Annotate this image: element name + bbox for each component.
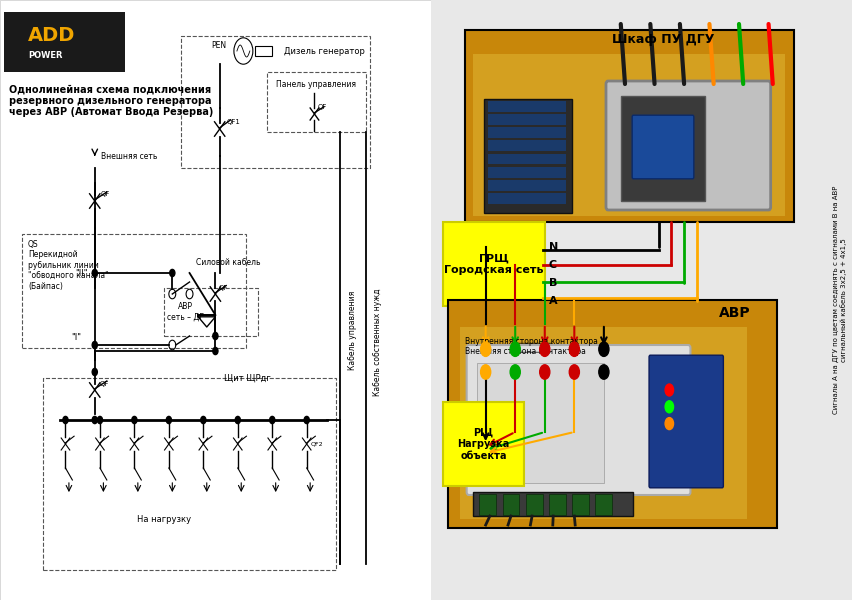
Text: На нагрузку: На нагрузку	[136, 515, 191, 524]
Text: АВР: АВР	[718, 306, 750, 320]
Text: QS
Перекидной
рубильник линии
"обводного канала"
(Байпас): QS Перекидной рубильник линии "обводного…	[28, 240, 108, 290]
Circle shape	[212, 332, 218, 340]
FancyBboxPatch shape	[466, 345, 689, 495]
Text: "I": "I"	[71, 332, 81, 341]
Circle shape	[665, 401, 673, 413]
FancyBboxPatch shape	[476, 363, 603, 483]
Text: PEN: PEN	[210, 40, 226, 49]
Circle shape	[92, 269, 97, 277]
Text: Внешняя сеть: Внешняя сеть	[101, 152, 158, 161]
Text: "II": "II"	[75, 269, 88, 277]
Text: QF: QF	[101, 191, 110, 197]
Text: ADD: ADD	[28, 26, 75, 45]
Text: Внешняя сторона контактора: Внешняя сторона контактора	[464, 346, 584, 355]
Circle shape	[269, 416, 274, 424]
Circle shape	[166, 416, 171, 424]
FancyBboxPatch shape	[487, 154, 565, 164]
FancyBboxPatch shape	[487, 167, 565, 178]
FancyBboxPatch shape	[479, 494, 496, 515]
FancyBboxPatch shape	[620, 96, 705, 201]
FancyBboxPatch shape	[487, 140, 565, 151]
Text: B: B	[549, 278, 556, 288]
Text: РЩ
Нагрузка
объекта: РЩ Нагрузка объекта	[457, 427, 509, 461]
FancyBboxPatch shape	[443, 402, 523, 486]
FancyBboxPatch shape	[549, 494, 565, 515]
Circle shape	[92, 368, 97, 376]
Circle shape	[92, 416, 97, 424]
Circle shape	[304, 416, 309, 424]
Text: Внутренняя сторона контактора: Внутренняя сторона контактора	[464, 337, 596, 346]
Circle shape	[92, 341, 97, 349]
Circle shape	[235, 416, 240, 424]
Circle shape	[598, 365, 608, 379]
Text: QF: QF	[219, 285, 228, 291]
FancyBboxPatch shape	[605, 81, 769, 210]
FancyBboxPatch shape	[525, 494, 542, 515]
FancyBboxPatch shape	[487, 193, 565, 204]
Text: Панель управления: Панель управления	[275, 80, 355, 89]
Circle shape	[132, 416, 137, 424]
FancyBboxPatch shape	[4, 12, 124, 72]
Text: АВР
сеть – ДГ: АВР сеть – ДГ	[166, 302, 204, 322]
Text: N: N	[549, 242, 557, 252]
Circle shape	[97, 416, 102, 424]
FancyBboxPatch shape	[487, 114, 565, 125]
Text: QF: QF	[100, 382, 109, 388]
Circle shape	[170, 269, 175, 277]
Circle shape	[539, 342, 550, 356]
Circle shape	[509, 365, 520, 379]
FancyBboxPatch shape	[595, 494, 612, 515]
Circle shape	[480, 342, 490, 356]
Text: Сигналы А на ДГУ по цветам соединять с сигналами В на АВР
сигнальный кабель 3х2,: Сигналы А на ДГУ по цветам соединять с с…	[832, 186, 846, 414]
FancyBboxPatch shape	[487, 127, 565, 138]
Circle shape	[598, 342, 608, 356]
FancyBboxPatch shape	[472, 492, 633, 516]
Circle shape	[200, 416, 205, 424]
FancyBboxPatch shape	[464, 30, 793, 222]
FancyBboxPatch shape	[487, 180, 565, 191]
Text: POWER: POWER	[28, 51, 62, 60]
Text: Кабель собственных нужд: Кабель собственных нужд	[372, 288, 381, 396]
Circle shape	[212, 347, 218, 355]
Circle shape	[480, 365, 490, 379]
Text: Шкаф ПУ ДГУ: Шкаф ПУ ДГУ	[611, 32, 713, 46]
Circle shape	[539, 365, 550, 379]
Circle shape	[568, 342, 579, 356]
Circle shape	[665, 384, 673, 396]
FancyBboxPatch shape	[443, 222, 544, 306]
FancyBboxPatch shape	[572, 494, 589, 515]
Text: QF: QF	[318, 104, 327, 110]
FancyBboxPatch shape	[447, 300, 776, 528]
Text: ГРЩ
Городская сеть: ГРЩ Городская сеть	[444, 253, 544, 275]
Text: Дизель генератор: Дизель генератор	[284, 46, 365, 55]
Bar	[255, 46, 272, 56]
Circle shape	[665, 418, 673, 430]
FancyBboxPatch shape	[631, 115, 693, 179]
Circle shape	[568, 365, 579, 379]
FancyBboxPatch shape	[502, 494, 519, 515]
Text: A: A	[549, 296, 557, 306]
Text: Однолинейная схема подключения
резервного дизельного генератора
через АВР (Автом: Однолинейная схема подключения резервног…	[9, 84, 213, 117]
Circle shape	[63, 416, 68, 424]
FancyBboxPatch shape	[472, 54, 785, 216]
Text: Щит ЩРдг: Щит ЩРдг	[224, 374, 270, 383]
Text: Силовой кабель: Силовой кабель	[196, 258, 260, 267]
FancyBboxPatch shape	[487, 101, 565, 112]
FancyBboxPatch shape	[483, 99, 572, 213]
Text: QF2: QF2	[311, 441, 323, 446]
Circle shape	[509, 342, 520, 356]
Text: Кабель управления: Кабель управления	[348, 290, 357, 370]
Text: C: C	[549, 260, 556, 270]
FancyBboxPatch shape	[460, 327, 746, 519]
FancyBboxPatch shape	[648, 355, 722, 488]
Text: QF1: QF1	[226, 119, 239, 125]
